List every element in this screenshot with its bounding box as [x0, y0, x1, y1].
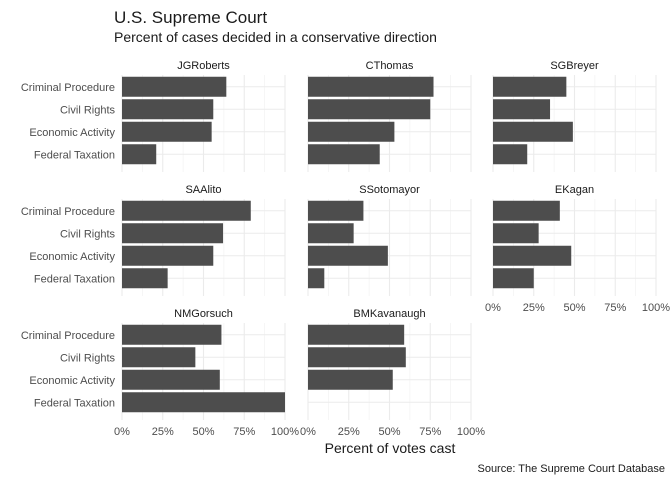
bar-federal-taxation — [493, 144, 528, 165]
bar-economic-activity — [122, 121, 212, 142]
bar-civil-rights — [122, 347, 196, 368]
x-tick-label: 0% — [485, 302, 501, 314]
x-tick-label: 0% — [114, 426, 130, 438]
y-tick-label: Federal Taxation — [34, 149, 115, 161]
bar-federal-taxation — [308, 268, 325, 289]
bar-civil-rights — [308, 99, 431, 120]
panel-title: SAAlito — [185, 184, 221, 196]
x-tick-label: 100% — [642, 302, 670, 314]
panel-SAAlito: SAAlito Criminal Procedure Civil Rights Eco… — [21, 184, 286, 296]
y-tick-label: Economic Activity — [29, 375, 115, 387]
panel-title: EKagan — [555, 184, 594, 196]
chart-subtitle: Percent of cases decided in a conservati… — [114, 29, 437, 45]
y-tick-label: Federal Taxation — [34, 397, 115, 409]
panel-title: NMGorsuch — [174, 308, 233, 320]
bar-criminal-procedure — [308, 324, 405, 345]
x-axis-label: Percent of votes cast — [325, 440, 456, 456]
bar-economic-activity — [493, 121, 573, 142]
y-tick-label: Economic Activity — [29, 251, 115, 263]
bar-federal-taxation — [122, 392, 285, 413]
bar-civil-rights — [122, 223, 224, 244]
chart-title: U.S. Supreme Court — [114, 8, 267, 27]
bar-criminal-procedure — [493, 200, 560, 221]
panel-title: CThomas — [366, 60, 414, 72]
x-tick-label: 50% — [378, 426, 400, 438]
panel-SSotomayor: SSotomayor — [307, 184, 472, 296]
x-tick-label: 100% — [457, 426, 485, 438]
y-tick-label: Criminal Procedure — [21, 206, 115, 218]
bar-federal-taxation — [122, 144, 157, 165]
bar-civil-rights — [122, 99, 214, 120]
bar-criminal-procedure — [493, 76, 567, 97]
bar-criminal-procedure — [122, 76, 227, 97]
x-tick-label: 50% — [563, 302, 585, 314]
bar-economic-activity — [122, 245, 214, 266]
bar-economic-activity — [308, 121, 395, 142]
panel-SGBreyer: SGBreyer — [492, 60, 657, 172]
bar-federal-taxation — [493, 268, 534, 289]
y-tick-label: Civil Rights — [60, 228, 116, 240]
panel-title: SGBreyer — [550, 60, 599, 72]
panel-title: BMKavanaugh — [353, 308, 425, 320]
panel-EKagan: EKagan 0% 25% 50% 75% 100% — [485, 184, 670, 314]
bar-criminal-procedure — [308, 76, 434, 97]
bar-civil-rights — [493, 223, 539, 244]
y-tick-label: Civil Rights — [60, 352, 116, 364]
bar-criminal-procedure — [122, 324, 222, 345]
x-tick-label: 0% — [300, 426, 316, 438]
bar-civil-rights — [308, 223, 354, 244]
x-tick-label: 25% — [152, 426, 174, 438]
bar-civil-rights — [308, 347, 406, 368]
bar-criminal-procedure — [122, 200, 251, 221]
bar-federal-taxation — [308, 144, 380, 165]
bar-economic-activity — [122, 369, 220, 390]
bar-civil-rights — [493, 99, 551, 120]
bar-economic-activity — [493, 245, 572, 266]
bar-criminal-procedure — [308, 200, 364, 221]
bar-economic-activity — [308, 369, 393, 390]
panel-NMGorsuch: NMGorsuch Criminal Procedure Civil Rights E… — [21, 308, 299, 438]
x-tick-label: 75% — [604, 302, 626, 314]
y-tick-label: Criminal Procedure — [21, 82, 115, 94]
bar-federal-taxation — [122, 268, 168, 289]
panel-BMKavanaugh: BMKavanaugh 0% 25% 50% 75% 100% — [300, 308, 485, 438]
panel-CThomas: CThomas — [307, 60, 472, 172]
facet-panels: JGRoberts Criminal Procedure Civil Rights E… — [21, 60, 670, 438]
chart-caption: Source: The Supreme Court Database — [477, 463, 665, 475]
x-tick-label: 100% — [271, 426, 299, 438]
bar-economic-activity — [308, 245, 388, 266]
panel-title: SSotomayor — [359, 184, 420, 196]
y-tick-label: Criminal Procedure — [21, 330, 115, 342]
x-tick-label: 25% — [338, 426, 360, 438]
y-tick-label: Federal Taxation — [34, 273, 115, 285]
y-tick-label: Economic Activity — [29, 127, 115, 139]
panel-JGRoberts: JGRoberts Criminal Procedure Civil Rights E… — [21, 60, 286, 172]
x-tick-label: 75% — [419, 426, 441, 438]
x-tick-label: 75% — [233, 426, 255, 438]
y-tick-label: Civil Rights — [60, 104, 116, 116]
x-tick-label: 50% — [192, 426, 214, 438]
panel-title: JGRoberts — [177, 60, 230, 72]
x-tick-label: 25% — [523, 302, 545, 314]
